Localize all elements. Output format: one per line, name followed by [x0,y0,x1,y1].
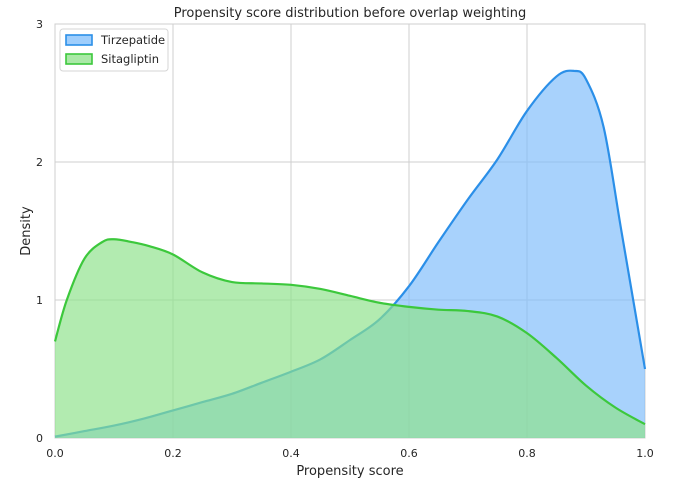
y-tick-label: 1 [36,294,43,307]
x-tick-label: 0.2 [164,447,182,460]
x-tick-label: 0.6 [400,447,418,460]
density-areas [53,69,647,438]
y-tick-labels: 0 1 2 3 [36,18,43,445]
x-tick-label: 0.8 [518,447,536,460]
legend-label-sitagliptin: Sitagliptin [101,52,159,66]
x-tick-label: 0.4 [282,447,300,460]
y-tick-label: 3 [36,18,43,31]
y-axis-label: Density [19,206,34,256]
density-line-sitagliptin [53,238,646,426]
legend-swatch-sitagliptin [65,53,93,65]
legend-swatch-tirzepatide [65,34,93,46]
area-fill-sitagliptin [55,239,645,438]
x-axis-label: Propensity score [296,464,403,479]
legend-label-tirzepatide: Tirzepatide [100,33,165,47]
chart-title: Propensity score distribution before ove… [174,6,527,21]
x-tick-label: 1.0 [636,447,654,460]
x-tick-labels: 0.0 0.2 0.4 0.6 0.8 1.0 [46,447,654,460]
y-tick-label: 0 [36,432,43,445]
legend: Tirzepatide Sitagliptin [59,28,169,72]
x-tick-label: 0.0 [46,447,64,460]
y-tick-label: 2 [36,156,43,169]
